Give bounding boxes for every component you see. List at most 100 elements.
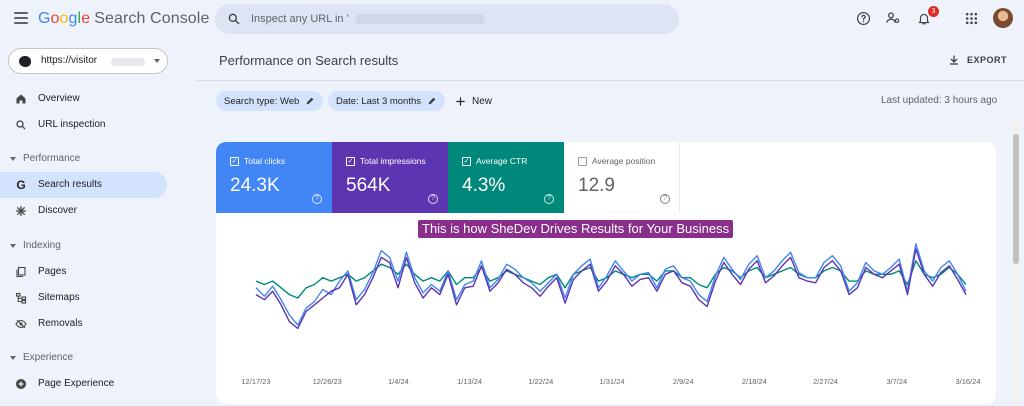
property-selector[interactable]: https://visitor <box>8 48 168 74</box>
redacted-url <box>355 14 485 24</box>
notifications-bell-icon[interactable] <box>915 9 933 27</box>
help-icon[interactable]: ? <box>544 194 554 204</box>
logo-letter: o <box>50 10 60 27</box>
sidebar-section-label: Performance <box>23 153 81 164</box>
sidebar-item-label: URL inspection <box>38 119 106 130</box>
metric-value: 12.9 <box>578 175 615 196</box>
dropdown-caret-icon <box>154 59 160 63</box>
performance-line-chart: 12/17/23 12/26/23 1/4/24 1/13/24 1/22/24 1/31… <box>241 243 981 386</box>
x-axis-tick-label: 12/26/23 <box>313 377 342 386</box>
logo-letter: l <box>77 10 82 27</box>
metric-total-clicks[interactable]: ✓ Total clicks 24.3K ? <box>216 142 332 213</box>
search-type-filter-chip[interactable]: Search type: Web <box>216 91 324 111</box>
sidebar-item-label: Pages <box>38 266 67 277</box>
scrollbar-thumb[interactable] <box>1013 134 1019 264</box>
sidebar-item-label: Discover <box>38 205 77 216</box>
search-console-logo[interactable]: Google Search Console <box>38 10 209 28</box>
sidebar-item-sitemaps[interactable]: Sitemaps <box>0 285 167 311</box>
sidebar-section-performance[interactable]: Performance <box>0 153 170 167</box>
sidebar-section-experience[interactable]: Experience <box>0 352 170 366</box>
sidebar-item-label: Search results <box>38 179 102 190</box>
metric-average-ctr[interactable]: ✓ Average CTR 4.3% ? <box>448 142 564 213</box>
google-g-icon: G <box>16 178 26 192</box>
new-filter-label: New <box>472 95 493 107</box>
header-divider <box>195 80 1024 81</box>
asterisk-icon <box>15 205 27 217</box>
last-updated-text: Last updated: 3 hours ago <box>881 95 998 106</box>
metric-value: 564K <box>346 175 391 196</box>
help-icon[interactable]: ? <box>428 194 438 204</box>
sidebar-section-indexing[interactable]: Indexing <box>0 240 170 254</box>
help-icon[interactable] <box>854 9 872 27</box>
search-icon <box>15 119 27 131</box>
sidebar-item-label: Removals <box>38 318 83 329</box>
redacted-property-url <box>111 58 145 66</box>
sidebar-item-pages[interactable]: Pages <box>0 259 167 285</box>
help-icon[interactable]: ? <box>660 194 670 204</box>
sitemap-icon <box>15 292 27 304</box>
property-url-label: https://visitor <box>41 55 98 66</box>
sidebar-item-url-inspection[interactable]: URL inspection <box>0 112 167 138</box>
metric-average-position[interactable]: Average position 12.9 ? <box>564 142 680 213</box>
search-input[interactable] <box>251 4 361 34</box>
sidebar-item-label: Page Experience <box>38 378 115 389</box>
sidebar-section-label: Experience <box>23 352 74 363</box>
collapse-caret-icon <box>10 244 16 248</box>
apps-grid-icon[interactable] <box>962 9 980 27</box>
edit-pencil-icon <box>428 97 436 105</box>
checkbox-unchecked-icon[interactable] <box>578 156 587 166</box>
notification-count-badge: 3 <box>928 6 939 17</box>
x-axis-tick-label: 1/22/24 <box>528 377 553 386</box>
pages-icon <box>15 266 27 278</box>
sidebar-item-removals[interactable]: Removals <box>0 311 167 337</box>
metric-total-impressions[interactable]: ✓ Total impressions 564K ? <box>332 142 448 213</box>
sidebar-item-search-results[interactable]: G Search results <box>0 172 167 198</box>
checkbox-checked-icon[interactable]: ✓ <box>346 156 355 166</box>
main-menu-icon[interactable] <box>14 12 28 24</box>
chip-label: Search type: Web <box>224 95 300 107</box>
x-axis-tick-label: 1/13/24 <box>457 377 482 386</box>
manage-users-icon[interactable] <box>884 9 902 27</box>
metric-label: Average CTR <box>476 156 528 166</box>
collapse-caret-icon <box>10 157 16 161</box>
metric-label: Average position <box>592 156 656 166</box>
search-icon <box>228 13 240 25</box>
account-avatar[interactable] <box>993 8 1013 28</box>
x-axis-tick-label: 2/18/24 <box>742 377 767 386</box>
plus-icon <box>456 96 465 106</box>
performance-chart-card: ✓ Total clicks 24.3K ? ✓ Total impressions… <box>216 142 996 404</box>
chip-label: Date: Last 3 months <box>336 95 422 107</box>
home-icon <box>15 93 27 105</box>
url-inspection-search[interactable] <box>215 4 679 34</box>
metric-label: Total clicks <box>244 156 286 166</box>
export-label: EXPORT <box>967 55 1008 65</box>
property-favicon-icon <box>19 56 31 67</box>
download-icon <box>950 55 958 65</box>
date-filter-chip[interactable]: Date: Last 3 months <box>328 91 446 111</box>
sidebar-item-page-experience[interactable]: Page Experience <box>0 371 167 397</box>
sidebar-section-label: Indexing <box>23 240 61 251</box>
logo-letter: o <box>59 10 69 27</box>
x-axis-tick-label: 12/17/23 <box>241 377 270 386</box>
edit-pencil-icon <box>307 97 314 105</box>
help-icon[interactable]: ? <box>312 194 322 204</box>
metric-value: 24.3K <box>230 175 280 196</box>
x-axis-tick-label: 1/4/24 <box>388 377 409 386</box>
export-button[interactable]: EXPORT <box>948 52 1007 68</box>
logo-product-name: Search Console <box>94 10 210 27</box>
sidebar-item-overview[interactable]: Overview <box>0 86 167 112</box>
checkbox-checked-icon[interactable]: ✓ <box>462 156 471 166</box>
add-new-filter-button[interactable]: New <box>455 92 492 110</box>
add-circle-icon <box>15 378 27 390</box>
page-scrollbar[interactable] <box>1012 120 1020 406</box>
series-line-total-impressions <box>255 248 967 330</box>
x-axis-tick-label: 2/27/24 <box>813 377 838 386</box>
x-axis-tick-label: 3/16/24 <box>955 377 980 386</box>
checkbox-checked-icon[interactable]: ✓ <box>230 156 239 166</box>
logo-letter: e <box>81 10 91 27</box>
sidebar-item-discover[interactable]: Discover <box>0 198 167 224</box>
logo-letter: G <box>38 10 51 27</box>
metric-value: 4.3% <box>462 175 506 196</box>
metric-label: Total impressions <box>360 156 426 166</box>
